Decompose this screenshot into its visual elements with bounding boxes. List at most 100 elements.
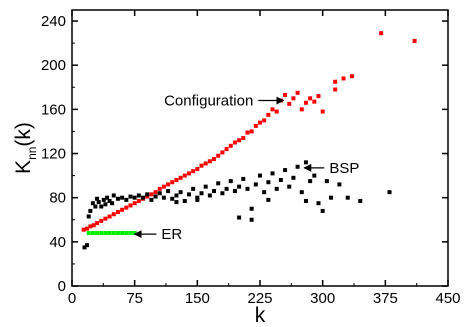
data-point: [320, 208, 325, 213]
data-point: [124, 205, 129, 210]
data-point: [120, 231, 125, 236]
data-points: [81, 31, 417, 250]
data-point: [207, 159, 212, 164]
data-point: [103, 202, 108, 207]
data-point: [128, 194, 133, 199]
data-point: [237, 138, 242, 143]
data-point: [316, 201, 321, 206]
y-axis-title-subscript: nn: [25, 147, 39, 160]
data-point: [203, 161, 208, 166]
data-point: [93, 204, 98, 209]
data-point: [99, 231, 104, 236]
data-point: [170, 196, 175, 201]
data-point: [237, 184, 242, 189]
data-point: [99, 204, 104, 209]
data-point: [132, 195, 137, 200]
data-point: [241, 136, 246, 141]
data-point: [232, 189, 237, 194]
data-point: [145, 192, 150, 197]
x-tick-label: 75: [126, 290, 143, 307]
data-point: [174, 193, 179, 198]
data-point: [216, 153, 221, 158]
data-point: [224, 186, 229, 191]
y-axis-title-tail: (k): [12, 122, 35, 147]
data-point: [81, 227, 86, 232]
data-point: [228, 179, 233, 184]
data-point: [249, 129, 254, 134]
annotation-label: ER: [161, 226, 182, 243]
data-point: [258, 120, 262, 125]
data-point: [312, 99, 317, 104]
data-point: [96, 200, 101, 205]
data-point: [186, 192, 191, 197]
data-point: [111, 193, 116, 198]
data-point: [85, 243, 90, 248]
data-point: [107, 198, 112, 203]
annotation-label: BSP: [329, 160, 359, 177]
data-point: [316, 94, 321, 99]
data-point: [253, 182, 258, 187]
y-tick-label: 120: [41, 146, 66, 163]
data-point: [308, 96, 313, 101]
data-point: [262, 118, 267, 123]
data-point: [161, 195, 166, 200]
x-tick-label: 375: [373, 290, 398, 307]
data-point: [207, 193, 212, 198]
data-point: [237, 215, 242, 220]
data-point: [291, 175, 296, 180]
series-1: [82, 160, 392, 250]
data-point: [149, 197, 154, 202]
data-point: [212, 157, 217, 162]
data-point: [345, 195, 350, 200]
data-point: [295, 90, 300, 95]
data-point: [191, 169, 196, 174]
data-point: [85, 226, 90, 231]
data-point: [274, 109, 279, 114]
tick-labels: 0 75 150 225 300 375 450 0 40 80 120 160 200 240: [41, 13, 461, 307]
data-point: [157, 186, 162, 191]
x-axis-title: k: [255, 304, 266, 327]
data-point: [153, 194, 158, 199]
data-point: [115, 210, 120, 215]
x-tick-label: 150: [185, 290, 210, 307]
data-point: [253, 123, 258, 128]
x-tick-label: 300: [310, 290, 335, 307]
data-point: [103, 231, 108, 236]
data-point: [153, 190, 158, 195]
data-point: [287, 101, 292, 106]
data-point: [270, 171, 275, 176]
data-point: [379, 31, 384, 36]
data-point: [195, 166, 200, 171]
data-point: [195, 195, 200, 200]
data-point: [387, 190, 392, 195]
data-point: [82, 245, 87, 250]
y-axis-title-main: K: [12, 160, 35, 174]
data-point: [105, 195, 110, 200]
data-point: [220, 150, 225, 155]
data-point: [111, 231, 116, 236]
data-point: [324, 179, 329, 184]
data-point: [291, 96, 296, 101]
data-point: [283, 93, 288, 98]
data-point: [224, 147, 229, 152]
data-point: [90, 201, 95, 206]
data-point: [270, 107, 275, 112]
data-point: [95, 231, 100, 236]
data-point: [191, 186, 196, 191]
data-point: [232, 140, 237, 145]
data-point: [88, 208, 93, 213]
data-point: [245, 130, 250, 135]
data-point: [199, 191, 204, 196]
data-point: [287, 184, 292, 189]
data-point: [245, 186, 250, 191]
data-point: [349, 74, 354, 79]
data-point: [195, 197, 200, 202]
data-point: [110, 201, 115, 206]
data-point: [295, 164, 300, 169]
series-2: [86, 231, 137, 236]
data-point: [283, 168, 288, 173]
data-point: [128, 231, 133, 236]
x-tick-label: 225: [247, 290, 272, 307]
data-point: [186, 171, 191, 176]
